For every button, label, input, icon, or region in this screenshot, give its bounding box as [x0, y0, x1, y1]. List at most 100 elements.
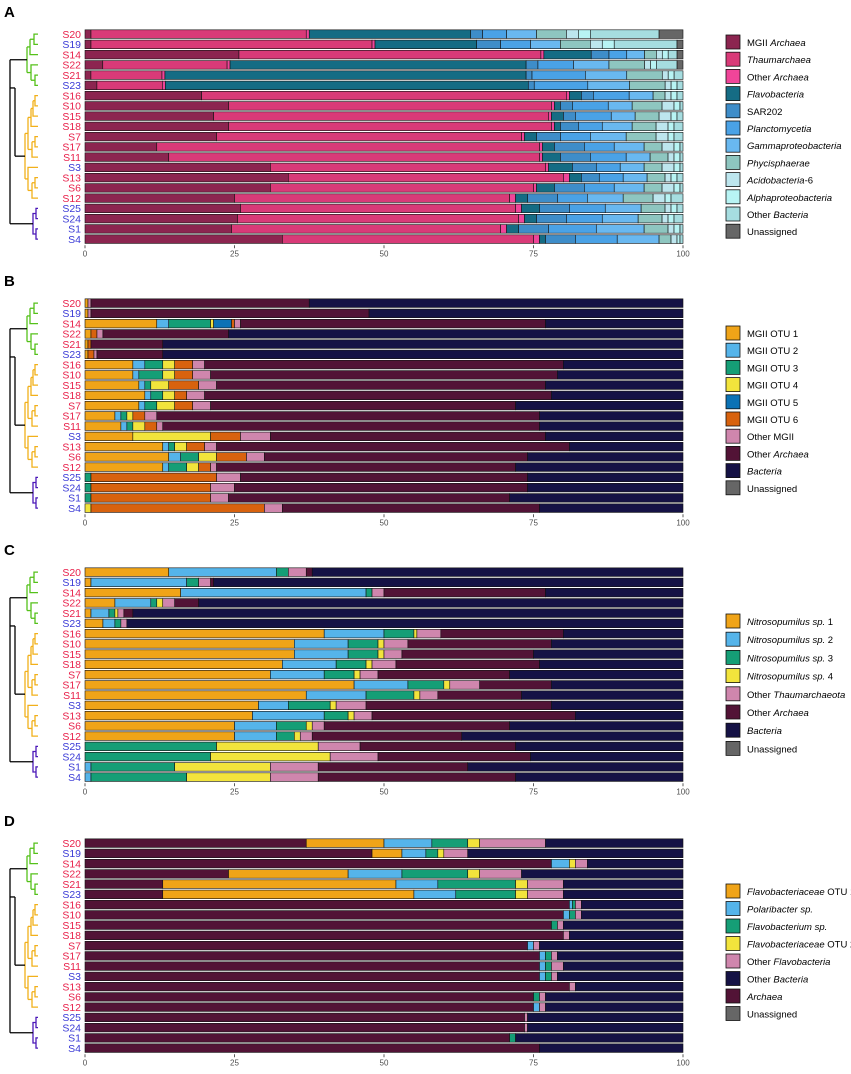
- bar-segment: [293, 639, 349, 649]
- bar-segment: [96, 80, 163, 90]
- bar-segment: [84, 900, 570, 910]
- bar-segment: [132, 608, 684, 618]
- bar-segment: [96, 329, 104, 339]
- bar-segment: [359, 741, 516, 751]
- sample-label: S14: [62, 49, 81, 61]
- sample-label: S21: [62, 879, 81, 891]
- bar-segment: [584, 183, 615, 193]
- bar-segment: [569, 930, 684, 940]
- sample-label: S22: [62, 869, 81, 881]
- bar-segment: [138, 380, 146, 390]
- bar-segment: [515, 889, 528, 899]
- bar-segment: [144, 421, 158, 431]
- bar-segment: [84, 608, 92, 618]
- bar-segment: [84, 80, 98, 90]
- bar-segment: [585, 70, 628, 80]
- bar-segment: [608, 60, 645, 70]
- bar-segment: [537, 60, 574, 70]
- legend-label: Gammaproteobacteria: [747, 141, 842, 152]
- bar-segment: [84, 930, 564, 940]
- bar-segment: [521, 203, 540, 213]
- bar-segment: [347, 711, 355, 721]
- legend-label: SAR202: [747, 107, 782, 118]
- sample-label: S13: [62, 172, 81, 184]
- bar-segment: [84, 1033, 510, 1043]
- bar-segment: [87, 339, 92, 349]
- bar-segment: [644, 50, 657, 60]
- bar-segment: [524, 214, 537, 224]
- bar-segment: [467, 848, 684, 858]
- bar-segment: [308, 298, 684, 308]
- bar-segment: [551, 680, 684, 690]
- sample-label: S23: [62, 889, 81, 901]
- bar-segment: [84, 162, 271, 172]
- bar-segment: [500, 224, 507, 234]
- bar-segment: [482, 29, 507, 39]
- bar-segment: [584, 142, 615, 152]
- bar-segment: [661, 214, 669, 224]
- bar-segment: [527, 1023, 684, 1033]
- legend-label: Other Flavobacteria: [747, 957, 830, 968]
- x-tick-label: 25: [230, 249, 239, 258]
- bar-segment: [539, 951, 546, 961]
- bar-segment: [240, 203, 516, 213]
- bar-segment: [323, 670, 355, 680]
- x-tick-label: 0: [83, 518, 88, 527]
- bar-segment: [557, 951, 684, 961]
- bar-segment: [238, 50, 542, 60]
- bar-segment: [84, 848, 373, 858]
- sample-label: S17: [62, 142, 81, 154]
- bar-segment: [557, 370, 684, 380]
- bar-segment: [539, 421, 684, 431]
- legend-label: Nitrosopumilus sp. 2: [747, 635, 833, 646]
- bar-segment: [161, 70, 166, 80]
- bar-segment: [329, 752, 379, 762]
- bar-segment: [539, 1043, 684, 1053]
- bar-segment: [186, 577, 199, 587]
- bar-segment: [174, 370, 193, 380]
- bar-segment: [590, 50, 610, 60]
- bar-segment: [126, 411, 134, 421]
- legend-swatch: [725, 463, 741, 479]
- bar-segment: [613, 183, 645, 193]
- bar-segment: [84, 700, 259, 710]
- panel-c: CS20S19S14S22S21S23S16S10S15S18S7S17S11S…: [4, 542, 845, 796]
- bar-segment: [216, 462, 516, 472]
- bar-segment: [168, 452, 181, 462]
- bar-segment: [670, 91, 678, 101]
- bar-segment: [607, 101, 633, 111]
- bar-segment: [661, 101, 675, 111]
- bar-segment: [545, 838, 684, 848]
- bar-segment: [573, 60, 610, 70]
- sample-label: S24: [62, 1022, 81, 1034]
- bar-segment: [625, 152, 651, 162]
- bar-segment: [168, 462, 187, 472]
- bar-segment: [479, 869, 522, 879]
- bar-segment: [168, 442, 176, 452]
- bar-segment: [548, 224, 597, 234]
- sample-label: S22: [62, 60, 81, 72]
- bar-segment: [575, 711, 684, 721]
- bar-segment: [132, 360, 146, 370]
- bar-segment: [575, 234, 618, 244]
- bar-segment: [673, 224, 681, 234]
- bar-segment: [84, 214, 238, 224]
- bar-segment: [84, 741, 217, 751]
- legend-swatch: [725, 103, 741, 119]
- bar-segment: [84, 370, 134, 380]
- bar-segment: [581, 900, 684, 910]
- bar-segment: [84, 380, 140, 390]
- bar-segment: [84, 411, 116, 421]
- bar-segment: [84, 183, 271, 193]
- legend-label: Flavobacteriaceae OTU 1: [747, 887, 851, 898]
- sample-label: S19: [62, 848, 81, 860]
- bar-segment: [569, 859, 576, 869]
- bar-segment: [84, 982, 570, 992]
- bar-segment: [572, 900, 576, 910]
- bar-segment: [138, 401, 146, 411]
- sample-label: S14: [62, 858, 81, 870]
- bar-segment: [461, 731, 684, 741]
- bar-segment: [84, 859, 552, 869]
- bar-segment: [533, 1002, 540, 1012]
- bar-segment: [84, 971, 540, 981]
